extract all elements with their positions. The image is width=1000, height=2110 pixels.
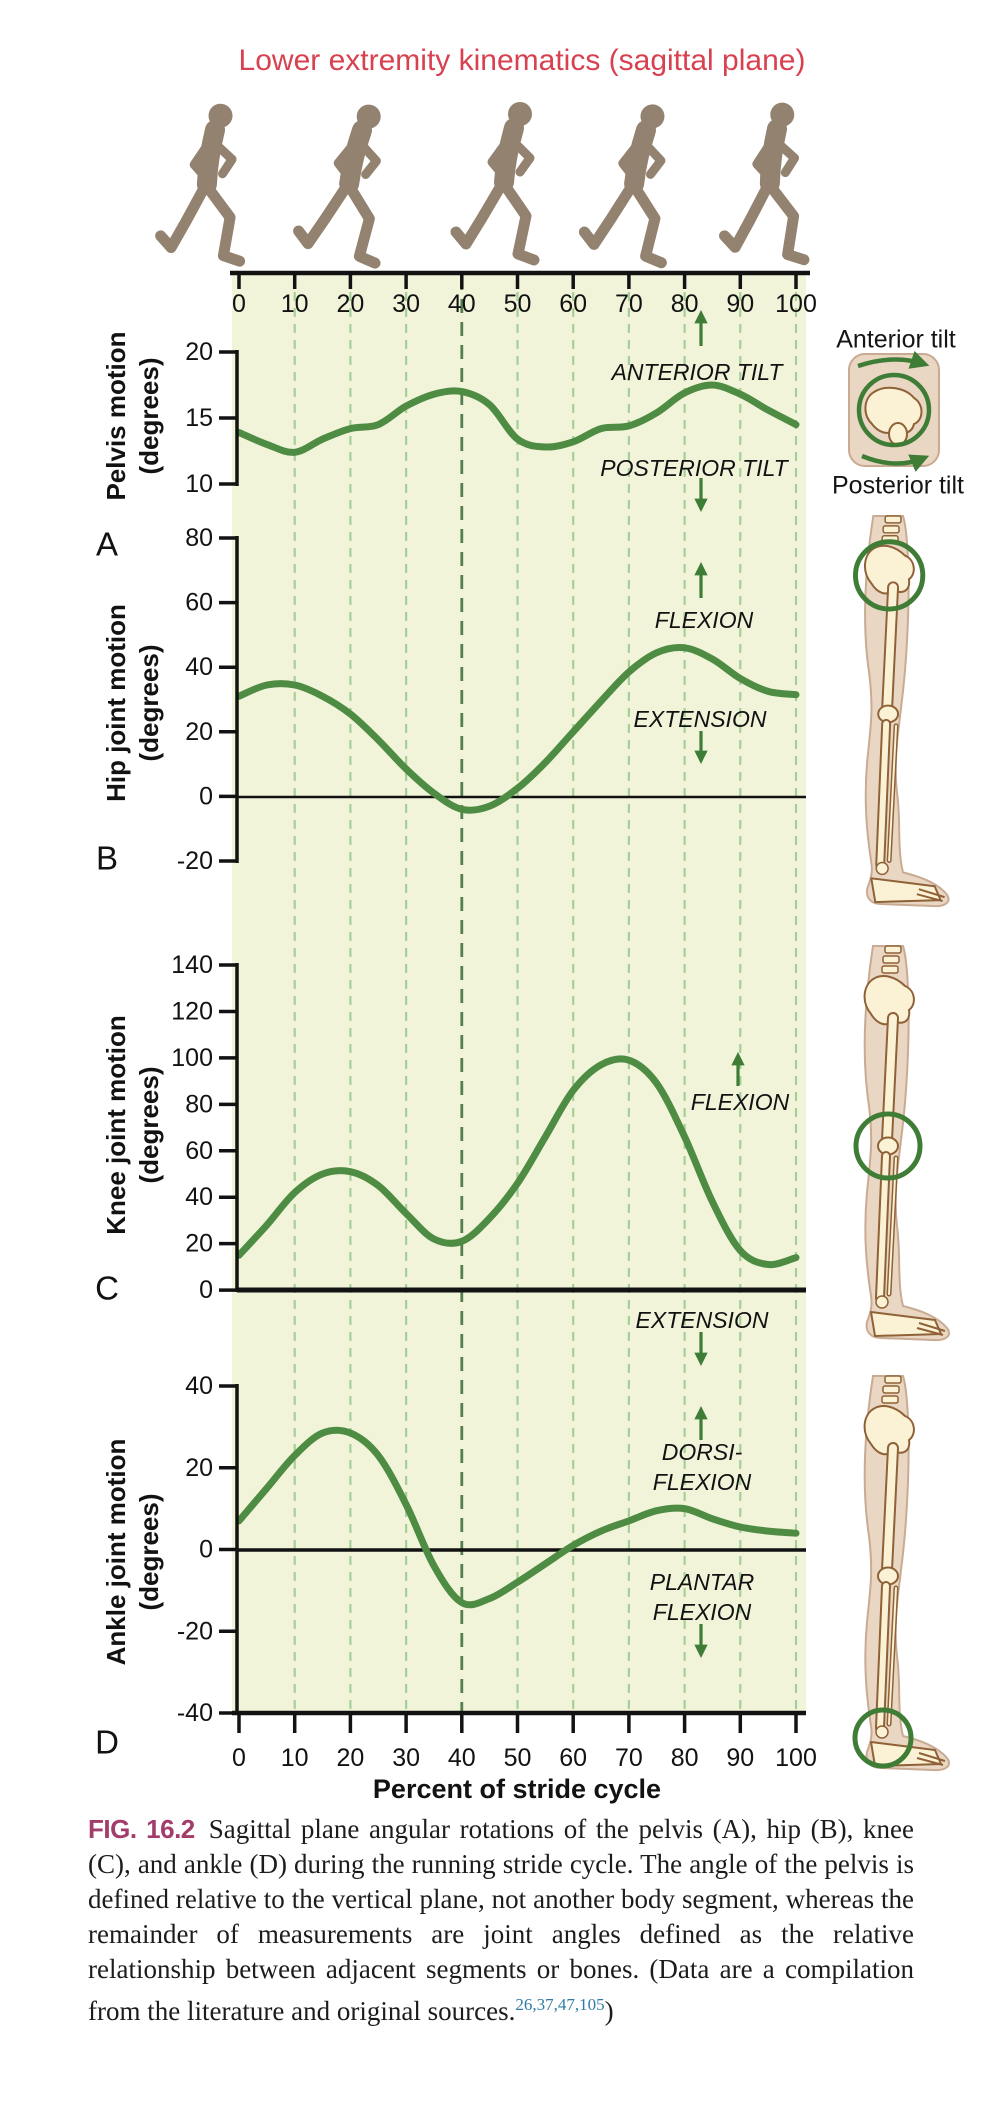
top-axis-tick-label: 50	[504, 290, 532, 318]
figure-16-2-page: Lower extremity kinematics (sagittal pla…	[0, 0, 1000, 2110]
y-tick-label: 15	[185, 404, 213, 432]
top-axis-tick-label: 90	[726, 290, 754, 318]
y-axis-title: Hip joint motion	[101, 604, 131, 802]
figure-caption: FIG. 16.2Sagittal plane angular rotation…	[88, 1812, 914, 2029]
y-tick-label: 60	[185, 589, 213, 617]
top-axis-tick-label: 10	[281, 290, 309, 318]
y-tick-label: 60	[185, 1137, 213, 1165]
annotation-flexion: FLEXION	[655, 607, 754, 633]
y-axis-title: (degrees)	[134, 357, 164, 474]
y-tick-label: 0	[199, 1536, 213, 1564]
x-axis-title: Percent of stride cycle	[373, 1774, 661, 1804]
top-axis-tick-label: 60	[559, 290, 587, 318]
y-tick-label: 20	[185, 338, 213, 366]
y-axis-title: Pelvis motion	[101, 331, 131, 500]
annotation-plantar: PLANTAR	[650, 1569, 754, 1595]
y-tick-label: 10	[185, 470, 213, 498]
bottom-axis-tick-label: 100	[775, 1744, 817, 1772]
posterior-tilt-label: Posterior tilt	[832, 472, 964, 501]
top-axis-tick-label: 100	[775, 290, 817, 318]
bottom-axis: 0 10 20 30 40 50 60 70 80 90 100 Percent of stride …	[232, 1713, 817, 1804]
y-tick-label: 0	[199, 1276, 213, 1304]
y-axis-title: (degrees)	[134, 1066, 164, 1183]
bottom-axis-tick-label: 20	[336, 1744, 364, 1772]
bottom-axis-tick-label: 10	[281, 1744, 309, 1772]
bottom-axis-tick-label: 50	[504, 1744, 532, 1772]
y-tick-label: -20	[177, 847, 213, 875]
top-axis-tick-label: 80	[671, 290, 699, 318]
top-axis-tick-label: 30	[392, 290, 420, 318]
y-tick-label: 40	[185, 653, 213, 681]
y-tick-label: 120	[171, 997, 213, 1025]
y-axis-title: (degrees)	[134, 644, 164, 761]
top-axis-tick-label: 20	[336, 290, 364, 318]
bottom-axis-tick-label: 40	[448, 1744, 476, 1772]
panel-letter-B: B	[96, 840, 118, 877]
annotation-posterior-tilt: POSTERIOR TILT	[600, 455, 789, 481]
y-tick-label: 100	[171, 1044, 213, 1072]
annotation-flexion: FLEXION	[653, 1469, 752, 1495]
bottom-axis-tick-label: 60	[559, 1744, 587, 1772]
annotation-flexion: FLEXION	[653, 1599, 752, 1625]
leg-ankle-illustration	[836, 1374, 968, 1774]
panel-letter-A: A	[96, 526, 118, 563]
y-tick-label: -40	[177, 1699, 213, 1727]
annotation-dorsi-: DORSI-	[662, 1439, 743, 1465]
y-tick-label: 20	[185, 1230, 213, 1258]
y-axis-title: (degrees)	[134, 1493, 164, 1610]
panel-letter-C: C	[95, 1270, 119, 1307]
y-tick-label: 0	[199, 782, 213, 810]
y-tick-label: 80	[185, 1090, 213, 1118]
caption-body: Sagittal plane angular rotations of the …	[88, 1814, 914, 2026]
annotation-anterior-tilt: ANTERIOR TILT	[610, 359, 785, 385]
top-axis-tick-label: 70	[615, 290, 643, 318]
leg-knee-illustration	[836, 944, 968, 1344]
y-tick-label: 40	[185, 1372, 213, 1400]
bottom-axis-tick-label: 80	[671, 1744, 699, 1772]
y-tick-label: 20	[185, 718, 213, 746]
y-tick-label: 40	[185, 1183, 213, 1211]
y-tick-label: 80	[185, 524, 213, 552]
plot-background	[232, 273, 806, 1713]
y-tick-label: -20	[177, 1617, 213, 1645]
caption-references: 26,37,47,105	[515, 1995, 604, 2014]
leg-hip-illustration	[836, 514, 968, 910]
y-tick-label: 20	[185, 1454, 213, 1482]
bottom-axis-tick-label: 0	[232, 1744, 246, 1772]
annotation-extension: EXTENSION	[634, 706, 767, 732]
annotation-extension: EXTENSION	[636, 1307, 769, 1333]
caption-close-paren: )	[605, 1996, 614, 2026]
y-tick-label: 140	[171, 951, 213, 979]
bottom-axis-tick-label: 70	[615, 1744, 643, 1772]
top-axis-tick-label: 40	[448, 290, 476, 318]
bottom-axis-tick-label: 30	[392, 1744, 420, 1772]
y-axis-title: Ankle joint motion	[101, 1439, 131, 1666]
top-axis-tick-label: 0	[232, 290, 246, 318]
y-axis-title: Knee joint motion	[101, 1015, 131, 1235]
caption-fig-label: FIG. 16.2	[88, 1814, 195, 1844]
pelvis-tilt-illustration	[846, 352, 942, 470]
anterior-tilt-label: Anterior tilt	[836, 326, 955, 355]
annotation-flexion: FLEXION	[691, 1089, 790, 1115]
bottom-axis-tick-label: 90	[726, 1744, 754, 1772]
panel-letter-D: D	[95, 1724, 119, 1761]
